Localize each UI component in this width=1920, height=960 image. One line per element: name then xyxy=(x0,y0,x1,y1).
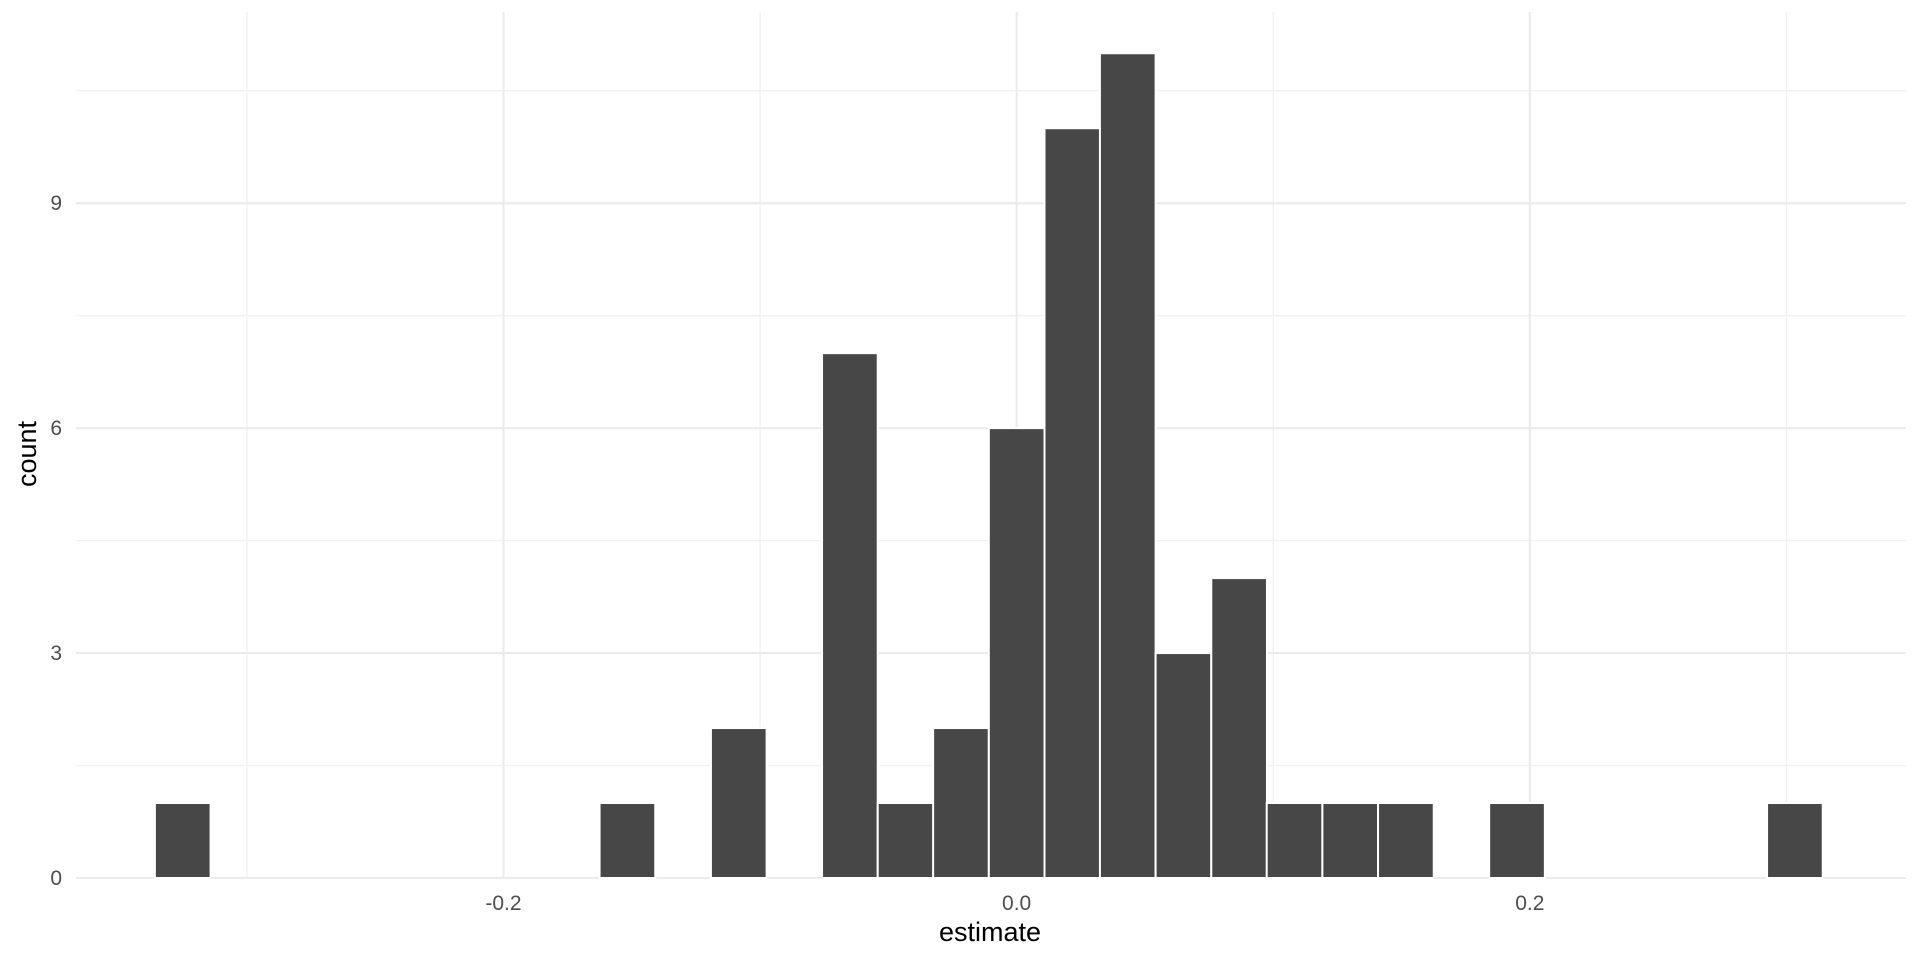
histogram-bar xyxy=(1043,127,1102,880)
histogram-bar xyxy=(1488,802,1546,880)
x-tick-label: -0.2 xyxy=(485,892,521,915)
histogram-bar xyxy=(1265,802,1324,880)
histogram-bar xyxy=(1098,52,1157,879)
histogram-bar xyxy=(153,802,212,880)
histogram-bar xyxy=(987,427,1046,879)
x-axis-tick-labels: -0.2 0.0 0.2 xyxy=(485,892,1544,915)
x-tick-label: 0.0 xyxy=(1002,892,1031,915)
histogram-bars xyxy=(153,52,1824,880)
y-tick-label: 0 xyxy=(50,867,62,890)
y-axis-title: count xyxy=(12,420,42,487)
histogram-bar xyxy=(821,352,879,880)
histogram-bar xyxy=(1154,652,1213,879)
histogram-bar xyxy=(1210,577,1268,880)
y-axis-tick-labels: 0 3 6 9 xyxy=(50,192,62,890)
histogram-bar xyxy=(1377,802,1435,880)
histogram-bar xyxy=(709,727,768,879)
histogram-bar xyxy=(1766,802,1824,880)
y-tick-label: 3 xyxy=(50,642,62,665)
x-axis-title: estimate xyxy=(939,917,1041,947)
histogram-bar xyxy=(1321,802,1380,880)
histogram-bar xyxy=(876,802,935,880)
histogram-bar xyxy=(598,802,657,880)
y-tick-label: 6 xyxy=(50,417,62,440)
y-tick-label: 9 xyxy=(50,192,62,215)
x-tick-label: 0.2 xyxy=(1515,892,1544,915)
histogram-bar xyxy=(932,727,990,879)
